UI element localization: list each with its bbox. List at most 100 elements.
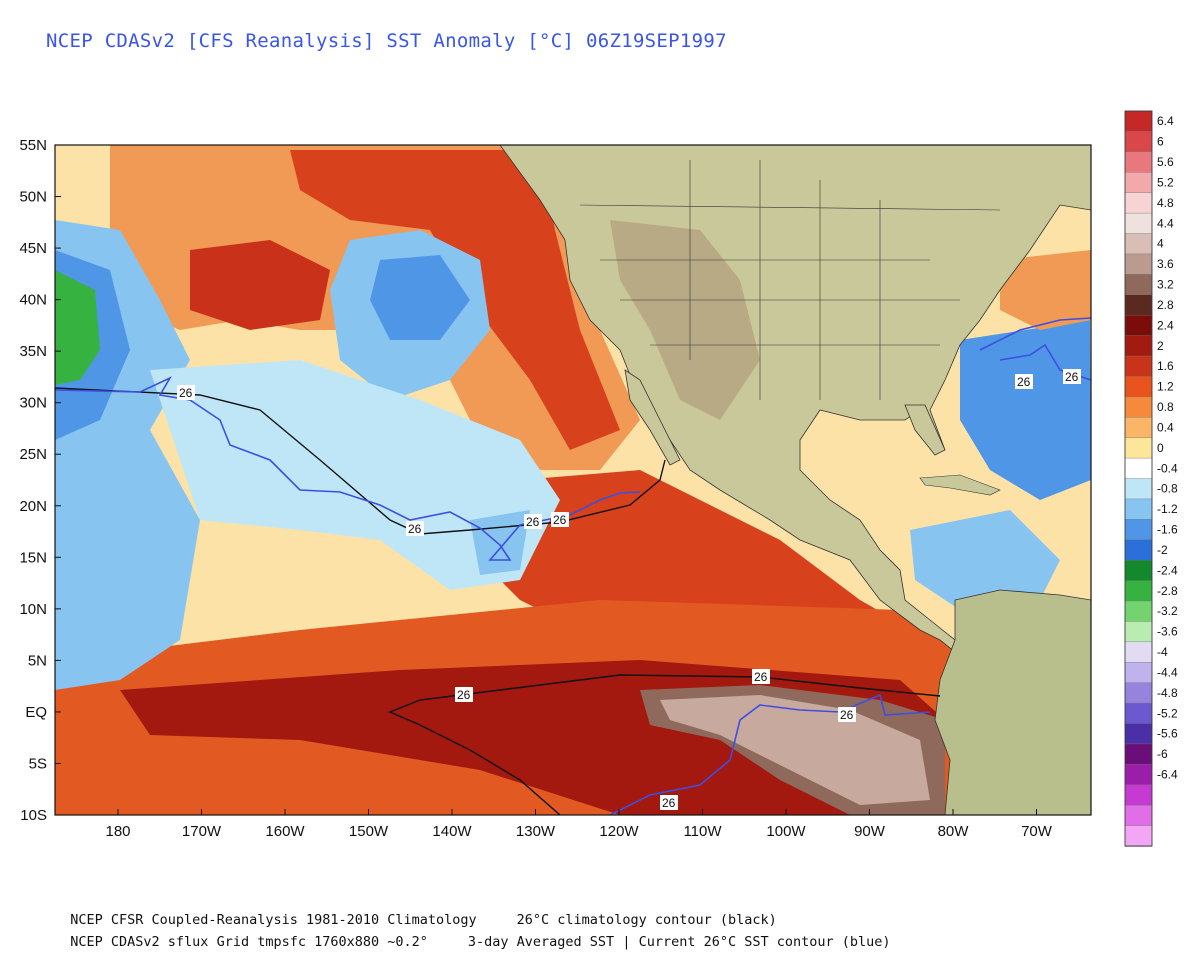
footer-line-2: NCEP CDASv2 sflux Grid tmpsfc 1760x880 ~… — [54, 918, 891, 950]
contour-label: 26 — [179, 386, 193, 400]
contour-label: 26 — [840, 708, 854, 722]
colorbar-swatch — [1124, 641, 1153, 663]
lat-tick-label: 35N — [19, 343, 47, 360]
baja-peninsula — [624, 369, 681, 466]
colorbar-label: -5.2 — [1157, 706, 1178, 720]
lat-tick-label: 50N — [19, 189, 47, 206]
lat-tick-label: 20N — [19, 498, 47, 515]
contour-labels: 26 26 26 26 26 26 26 26 26 26 — [177, 369, 1081, 810]
colorbar-label: 3.2 — [1157, 278, 1174, 292]
colorbar-swatch — [1124, 478, 1153, 500]
colorbar-swatch — [1124, 417, 1153, 439]
colorbar-swatch — [1124, 702, 1153, 725]
colorbar-swatch — [1124, 131, 1153, 153]
lat-tick-label: 10N — [19, 601, 47, 618]
lat-tick-label: 45N — [19, 240, 47, 257]
colorbar-swatch — [1124, 825, 1153, 847]
colorbar-label: 0.8 — [1157, 400, 1174, 414]
colorbar-label: -2.8 — [1157, 584, 1178, 598]
caribbean-cool-anomaly — [910, 510, 1060, 610]
colorbar-label: -5.6 — [1157, 727, 1178, 741]
lon-tick-label: 160W — [265, 823, 305, 840]
colorbar-label: 2.8 — [1157, 298, 1174, 312]
colorbar-label: -0.4 — [1157, 461, 1178, 475]
ne-pacific-strong-warm-anomaly — [290, 150, 620, 450]
lon-tick-label: 90W — [854, 823, 886, 840]
cuba-island — [919, 474, 1001, 496]
colorbar-swatch — [1124, 580, 1153, 602]
colorbar-swatch — [1124, 457, 1153, 480]
colorbar-swatch — [1124, 253, 1153, 276]
south-america-land — [934, 589, 1091, 815]
colorbar-label: 5.2 — [1157, 175, 1174, 189]
footer-clim-contour: 26°C climatology contour (black) — [516, 912, 777, 928]
colorbar-swatch — [1124, 437, 1153, 459]
colorbar-swatch — [1124, 212, 1153, 235]
contour-label: 26 — [662, 796, 676, 810]
colorbar-swatch — [1124, 396, 1153, 418]
lon-tick-label: 140W — [432, 823, 472, 840]
lon-tick-label: 180 — [105, 823, 130, 840]
colorbar-swatch — [1124, 498, 1153, 521]
colorbar-label: 4.8 — [1157, 196, 1174, 210]
colorbar-swatch — [1124, 151, 1153, 173]
map-plot-area — [55, 145, 1091, 815]
colorbar-label: 4.4 — [1157, 216, 1174, 230]
colorbar-swatch — [1124, 743, 1153, 766]
florida-peninsula — [904, 404, 946, 456]
west-pacific-green-cool — [55, 270, 100, 385]
colorbar-swatch — [1124, 682, 1153, 704]
lat-tick-label: 10S — [20, 807, 47, 824]
colorbar-swatch — [1124, 539, 1153, 561]
colorbar-label: -1.6 — [1157, 523, 1178, 537]
lat-tick-label: 15N — [19, 549, 47, 566]
central-pacific-warm-anomaly — [190, 240, 330, 330]
latitude-axis: 55N 50N 45N 40N 35N 30N 25N 20N 15N 10N 5N EQ 5S 10S — [19, 137, 61, 824]
colorbar-swatch — [1124, 294, 1153, 316]
colorbar-label: -3.2 — [1157, 604, 1178, 618]
colorbar-swatch — [1124, 662, 1153, 684]
colorbar-swatch — [1124, 314, 1153, 337]
current-26c-contour-south — [609, 693, 931, 815]
colorbar-label: -4 — [1157, 645, 1168, 659]
lat-tick-label: EQ — [25, 704, 47, 721]
lat-tick-label: 30N — [19, 395, 47, 412]
colorbar-swatch — [1124, 784, 1153, 806]
current-26c-contour-north — [55, 376, 641, 561]
colorbar-swatch — [1124, 621, 1153, 643]
colorbar-swatch — [1124, 274, 1153, 296]
colorbar-swatch — [1124, 804, 1153, 827]
lon-tick-label: 100W — [766, 823, 806, 840]
colorbar-swatch — [1124, 192, 1153, 214]
north-central-strong-cool — [370, 255, 470, 340]
longitude-axis: 180 170W 160W 150W 140W 130W 120W 110W 100W 90W 80… — [105, 809, 1053, 840]
colorbar-swatch — [1124, 233, 1153, 255]
lat-tick-label: 40N — [19, 292, 47, 309]
contour-label: 26 — [553, 513, 567, 527]
colorbar-swatch — [1124, 764, 1153, 786]
lon-tick-label: 170W — [182, 823, 222, 840]
atlantic-warm-patch — [1000, 250, 1091, 330]
footer-grid: NCEP CDASv2 sflux Grid tmpsfc 1760x880 ~… — [70, 934, 428, 950]
colorbar-swatch — [1124, 559, 1153, 582]
map-frame — [54, 144, 1092, 816]
lon-tick-label: 110W — [683, 823, 722, 840]
lon-tick-label: 120W — [599, 823, 639, 840]
colorbar-label: -3.6 — [1157, 625, 1178, 639]
footer-current-contour: 3-day Averaged SST | Current 26°C SST co… — [467, 934, 891, 950]
colorbar-swatch — [1124, 335, 1153, 357]
state-borders — [579, 160, 1001, 400]
contour-label: 26 — [457, 688, 471, 702]
colorbar-label: 6 — [1157, 135, 1164, 149]
lat-tick-label: 5N — [28, 652, 47, 669]
colorbar-swatch — [1124, 172, 1153, 194]
contour-label: 26 — [408, 522, 422, 536]
colorbar-label: -6 — [1157, 747, 1168, 761]
atlantic-cool-anomaly — [960, 320, 1091, 500]
footer-line-1: NCEP CFSR Coupled-Reanalysis 1981-2010 C… — [54, 896, 777, 928]
eastern-pacific-peak-warm — [660, 695, 930, 805]
colorbar-swatch — [1124, 519, 1153, 541]
contour-label: 26 — [1017, 375, 1031, 389]
colorbar-label: 3.6 — [1157, 257, 1174, 271]
